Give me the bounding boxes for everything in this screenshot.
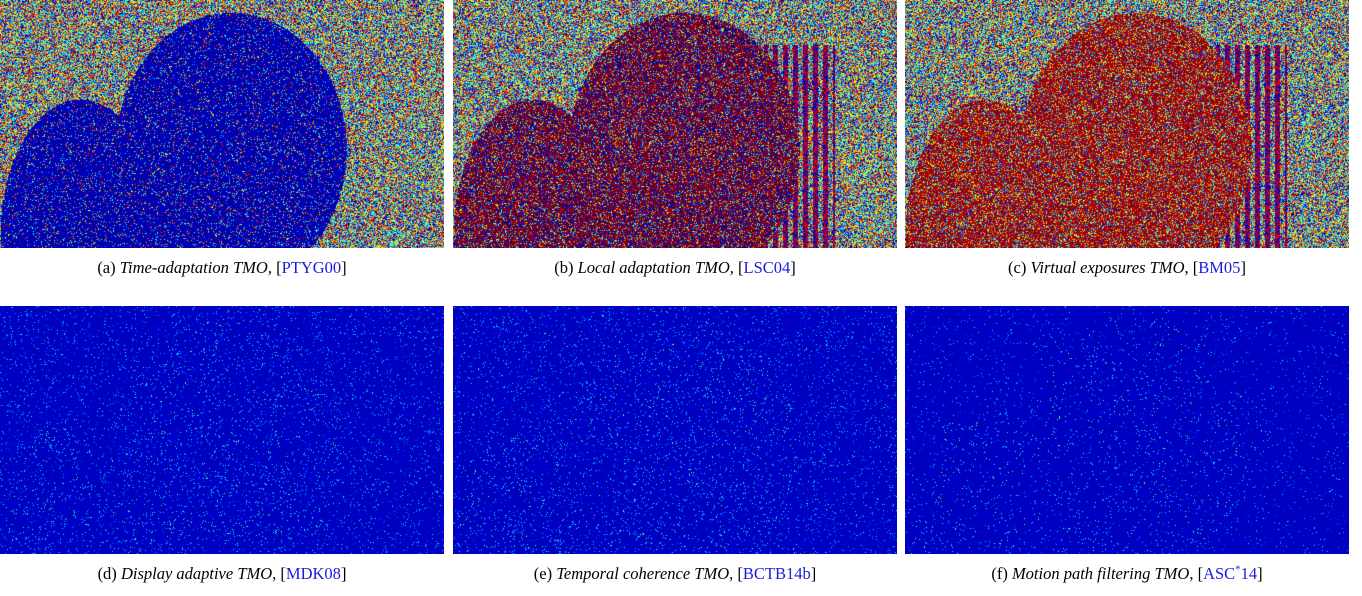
caption-label: (c)	[1008, 258, 1027, 277]
panel-e: (e) Temporal coherence TMO, [BCTB14b]	[453, 306, 897, 583]
panel-f: (f) Motion path filtering TMO, [ASC*14]	[905, 306, 1349, 583]
caption-c: (c) Virtual exposures TMO, [BM05]	[1008, 258, 1246, 277]
citation-link[interactable]: PTYG00	[281, 258, 342, 277]
citation-link[interactable]: LSC04	[743, 258, 791, 277]
panel-a: (a) Time-adaptation TMO, [PTYG00]	[0, 0, 444, 277]
citation-link[interactable]: MDK08	[285, 564, 341, 583]
caption-tmo-name: Temporal coherence TMO	[556, 564, 730, 583]
difference-map-e	[453, 306, 897, 554]
caption-d: (d) Display adaptive TMO, [MDK08]	[97, 564, 347, 583]
difference-map-d	[0, 306, 444, 554]
caption-tmo-name: Display adaptive TMO	[120, 564, 273, 583]
difference-map-a	[0, 0, 444, 248]
citation-base: ASC	[1203, 564, 1236, 583]
caption-e: (e) Temporal coherence TMO, [BCTB14b]	[533, 564, 817, 583]
caption-label: (b)	[554, 258, 574, 277]
caption-label: (d)	[97, 564, 117, 583]
caption-a: (a) Time-adaptation TMO, [PTYG00]	[97, 258, 347, 277]
panel-b: (b) Local adaptation TMO, [LSC04]	[453, 0, 897, 277]
caption-label: (f)	[991, 564, 1008, 583]
caption-tmo-name: Motion path filtering TMO	[1011, 564, 1190, 583]
caption-label: (a)	[97, 258, 116, 277]
citation-superscript: *	[1235, 563, 1241, 576]
citation-tail: 14	[1240, 564, 1258, 583]
panel-d: (d) Display adaptive TMO, [MDK08]	[0, 306, 444, 583]
caption-tmo-name: Virtual exposures TMO	[1030, 258, 1185, 277]
caption-tmo-name: Time-adaptation TMO	[119, 258, 268, 277]
caption-label: (e)	[533, 564, 553, 583]
difference-map-c	[905, 0, 1349, 248]
caption-f: (f) Motion path filtering TMO, [ASC*14]	[991, 563, 1263, 583]
caption-b: (b) Local adaptation TMO, [LSC04]	[554, 258, 796, 277]
difference-map-b	[453, 0, 897, 248]
citation-link[interactable]: BCTB14b	[742, 564, 811, 583]
difference-map-f	[905, 306, 1349, 554]
caption-tmo-name: Local adaptation TMO	[577, 258, 730, 277]
panel-c: (c) Virtual exposures TMO, [BM05]	[905, 0, 1349, 277]
citation-link[interactable]: ASC*14	[1203, 564, 1257, 583]
citation-link[interactable]: BM05	[1198, 258, 1241, 277]
